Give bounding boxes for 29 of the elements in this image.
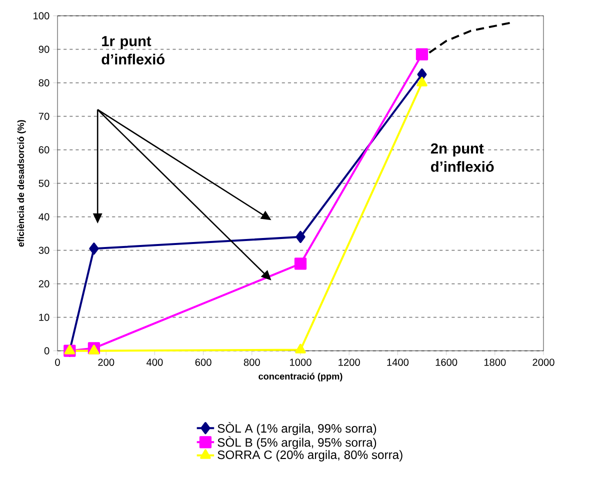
y-tick-label: 70 (38, 112, 50, 120)
x-axis-title: concentració (ppm) (258, 372, 342, 382)
y-tick-label: 0 (44, 347, 50, 355)
x-tick-label: 200 (98, 358, 114, 366)
y-tick-label: 50 (38, 180, 50, 188)
annotation: 2n punt d’inflexió (430, 143, 494, 172)
x-tick-label: 1000 (290, 358, 312, 366)
x-tick-label: 1600 (436, 358, 458, 366)
y-tick-label: 20 (38, 280, 50, 288)
y-tick-label: 80 (38, 79, 50, 87)
legend-label: SÒL B (5% argila, 95% sorra) (218, 436, 376, 450)
x-tick-label: 1800 (484, 358, 506, 366)
y-tick-label: 60 (38, 146, 50, 154)
x-tick-label: 400 (146, 358, 163, 366)
y-axis-title: eficiència de desadsorció (%) (17, 120, 26, 247)
x-tick-label: 600 (195, 358, 212, 366)
y-tick-label: 40 (38, 213, 50, 221)
x-tick-label: 2000 (532, 358, 554, 366)
x-tick-label: 800 (244, 358, 260, 366)
x-tick-label: 1400 (387, 358, 409, 366)
y-tick-label: 30 (38, 246, 50, 254)
legend-label: SÒL A (1% argila, 99% sorra) (218, 422, 376, 436)
y-tick-label: 90 (38, 46, 50, 54)
legend-label: SORRA C (20% argila, 80% sorra) (218, 450, 402, 462)
y-tick-label: 100 (34, 12, 50, 20)
x-tick-label: 1200 (338, 358, 360, 366)
x-tick-label: 0 (55, 358, 60, 366)
annotation: 1r punt d’inflexió (102, 36, 164, 65)
y-tick-label: 10 (39, 314, 50, 322)
